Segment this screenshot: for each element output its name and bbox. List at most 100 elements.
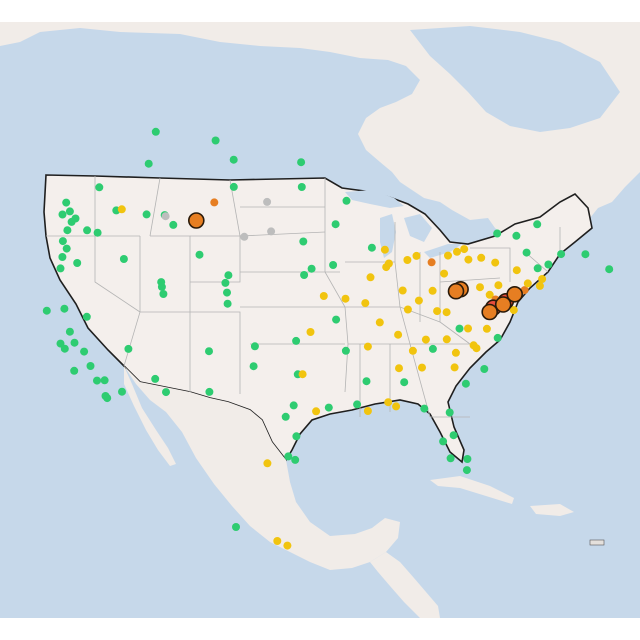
station-marker-moderate[interactable]	[477, 253, 486, 262]
station-marker-moderate[interactable]	[298, 370, 307, 379]
station-marker-good[interactable]	[292, 432, 301, 441]
station-marker-good[interactable]	[439, 437, 448, 446]
station-marker-good[interactable]	[65, 207, 74, 216]
station-marker-moderate[interactable]	[363, 342, 372, 351]
station-marker-moderate[interactable]	[482, 324, 491, 333]
station-marker-moderate[interactable]	[476, 283, 484, 292]
station-marker-good[interactable]	[480, 365, 489, 373]
station-marker-good[interactable]	[58, 237, 67, 246]
station-marker-good[interactable]	[56, 264, 65, 273]
station-marker-moderate[interactable]	[341, 294, 350, 303]
station-marker-good[interactable]	[292, 336, 301, 345]
station-marker-good[interactable]	[118, 387, 126, 396]
station-marker-good[interactable]	[159, 290, 168, 298]
station-marker-good[interactable]	[205, 387, 214, 396]
station-marker-good[interactable]	[169, 220, 178, 229]
station-marker-good[interactable]	[289, 401, 298, 410]
station-marker-moderate[interactable]	[414, 296, 423, 305]
station-marker-moderate[interactable]	[375, 318, 384, 327]
station-marker-moderate[interactable]	[319, 292, 328, 300]
station-marker-moderate[interactable]	[469, 341, 478, 350]
station-marker-good[interactable]	[362, 377, 371, 386]
station-marker-good[interactable]	[446, 454, 455, 463]
station-marker-good[interactable]	[463, 455, 472, 463]
station-marker-moderate[interactable]	[442, 308, 451, 317]
station-marker-good[interactable]	[400, 378, 409, 387]
station-marker-moderate[interactable]	[273, 537, 282, 545]
station-marker-good[interactable]	[205, 347, 213, 356]
station-marker-good[interactable]	[58, 253, 67, 261]
station-marker-moderate[interactable]	[283, 541, 292, 550]
station-marker-good[interactable]	[103, 394, 112, 403]
station-marker-good[interactable]	[100, 376, 109, 385]
station-marker-moderate[interactable]	[403, 256, 412, 264]
station-marker-moderate[interactable]	[442, 335, 451, 344]
station-marker-good[interactable]	[224, 271, 233, 280]
station-marker-moderate[interactable]	[392, 402, 401, 411]
station-marker-good[interactable]	[229, 155, 238, 164]
station-marker-good[interactable]	[284, 452, 293, 461]
station-marker-good[interactable]	[249, 362, 258, 371]
station-marker-good[interactable]	[299, 237, 308, 246]
station-marker-moderate[interactable]	[428, 286, 437, 295]
station-marker-moderate[interactable]	[312, 407, 321, 416]
station-marker-good[interactable]	[581, 250, 590, 259]
station-marker-good[interactable]	[70, 338, 79, 347]
station-marker-unhealthy-sensitive[interactable]	[447, 282, 465, 300]
station-marker-moderate[interactable]	[509, 306, 518, 315]
station-marker-no-data[interactable]	[240, 232, 249, 241]
station-marker-good[interactable]	[250, 342, 259, 351]
station-marker-good[interactable]	[300, 271, 309, 279]
station-marker-good[interactable]	[195, 250, 204, 259]
station-marker-moderate[interactable]	[451, 348, 460, 357]
station-marker-good[interactable]	[493, 229, 502, 238]
station-marker-good[interactable]	[42, 306, 51, 315]
map-canvas[interactable]	[0, 22, 640, 618]
station-marker-moderate[interactable]	[464, 255, 473, 264]
station-marker-good[interactable]	[341, 346, 350, 355]
station-marker-good[interactable]	[533, 264, 542, 273]
station-marker-good[interactable]	[142, 210, 151, 219]
station-marker-good[interactable]	[151, 127, 160, 136]
station-marker-no-data[interactable]	[267, 227, 276, 236]
station-marker-good[interactable]	[93, 228, 102, 237]
station-marker-moderate[interactable]	[306, 328, 315, 336]
station-marker-good[interactable]	[73, 259, 82, 267]
station-marker-moderate[interactable]	[494, 281, 503, 290]
station-marker-good[interactable]	[70, 366, 79, 375]
station-marker-moderate[interactable]	[263, 459, 272, 468]
station-marker-good[interactable]	[60, 304, 69, 313]
station-marker-good[interactable]	[232, 523, 240, 531]
station-marker-moderate[interactable]	[523, 279, 532, 288]
station-marker-unhealthy-sensitive[interactable]	[506, 285, 524, 303]
station-marker-moderate[interactable]	[380, 245, 389, 254]
station-marker-good[interactable]	[420, 404, 429, 413]
station-marker-unhealthy-sensitive[interactable]	[210, 198, 219, 207]
station-marker-good[interactable]	[162, 388, 170, 397]
station-marker-good[interactable]	[544, 260, 553, 269]
station-marker-good[interactable]	[353, 400, 362, 409]
station-marker-good[interactable]	[82, 312, 91, 321]
station-marker-unhealthy-sensitive[interactable]	[494, 296, 512, 313]
station-marker-good[interactable]	[223, 299, 232, 308]
station-marker-unhealthy-sensitive[interactable]	[481, 303, 499, 321]
station-marker-good[interactable]	[605, 265, 614, 274]
station-marker-good[interactable]	[449, 431, 458, 440]
station-marker-good[interactable]	[93, 376, 101, 385]
station-marker-good[interactable]	[297, 158, 306, 167]
station-marker-good[interactable]	[331, 220, 340, 229]
station-marker-good[interactable]	[461, 379, 470, 388]
station-marker-good[interactable]	[493, 333, 502, 342]
station-marker-good[interactable]	[151, 374, 160, 383]
station-marker-unhealthy-sensitive[interactable]	[188, 212, 205, 229]
station-marker-good[interactable]	[63, 226, 72, 235]
station-marker-moderate[interactable]	[464, 324, 472, 333]
station-marker-good[interactable]	[144, 159, 153, 168]
station-marker-moderate[interactable]	[418, 363, 426, 372]
station-marker-moderate[interactable]	[394, 330, 403, 339]
station-marker-moderate[interactable]	[382, 263, 391, 272]
station-marker-good[interactable]	[211, 136, 220, 145]
station-marker-good[interactable]	[119, 255, 128, 263]
station-marker-moderate[interactable]	[384, 398, 393, 407]
station-marker-moderate[interactable]	[398, 286, 407, 295]
